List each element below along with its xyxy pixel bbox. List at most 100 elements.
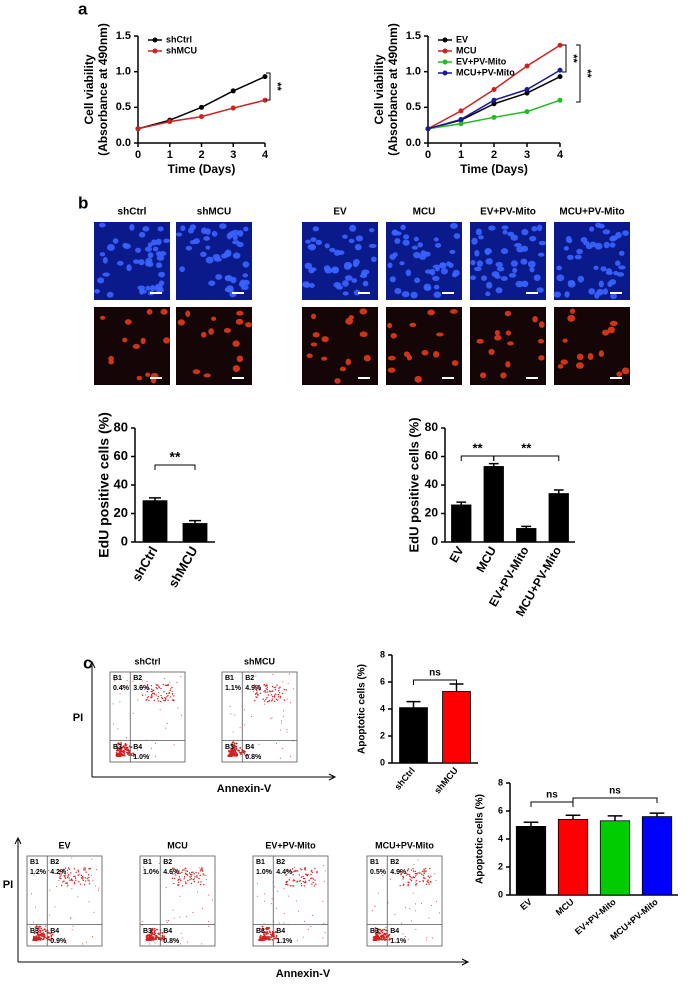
event: [179, 916, 181, 918]
event: [274, 694, 276, 696]
event: [178, 884, 180, 886]
event: [86, 877, 89, 879]
nucleus: [304, 262, 312, 270]
event: [263, 939, 266, 941]
event: [32, 936, 35, 938]
event: [58, 873, 61, 875]
event: [177, 878, 180, 881]
quadrant-value: 1.0%: [256, 869, 273, 876]
event: [198, 877, 200, 880]
event: [381, 938, 384, 941]
event: [180, 880, 182, 882]
event: [212, 899, 214, 901]
event: [413, 876, 416, 879]
y-tick-label: 60: [114, 448, 128, 463]
nucleus: [616, 371, 623, 377]
event: [310, 873, 312, 876]
event: [119, 747, 122, 749]
event: [289, 885, 292, 887]
event: [235, 742, 238, 745]
event: [184, 867, 186, 870]
nucleus: [146, 261, 154, 268]
nucleus: [387, 355, 396, 361]
nucleus: [557, 364, 564, 369]
event: [316, 871, 318, 874]
event: [122, 684, 124, 686]
event: [88, 883, 91, 885]
significance-label: **: [567, 54, 579, 63]
nucleus: [567, 254, 574, 260]
y-tick-label: 8: [380, 649, 385, 659]
event: [157, 696, 159, 698]
event: [402, 878, 404, 880]
event: [374, 932, 377, 935]
event: [253, 684, 256, 686]
event: [169, 689, 171, 692]
event: [310, 870, 312, 872]
event: [183, 875, 185, 877]
event: [424, 867, 427, 870]
nucleus: [496, 266, 505, 272]
nucleus: [232, 252, 241, 259]
nucleus: [553, 291, 562, 298]
nucleus: [605, 270, 614, 275]
event: [304, 867, 307, 869]
nucleus: [500, 248, 509, 255]
event: [171, 693, 174, 695]
nucleus: [387, 367, 396, 373]
event: [266, 686, 269, 688]
x-tick-label: 4: [557, 149, 564, 161]
event: [194, 876, 196, 878]
quadrant-value: 1.2%: [30, 869, 47, 876]
event: [79, 873, 81, 875]
event: [260, 929, 263, 932]
event: [411, 877, 413, 879]
event: [199, 867, 201, 869]
event: [302, 877, 305, 880]
nucleus: [305, 239, 311, 244]
event: [299, 868, 302, 870]
event: [52, 938, 55, 941]
event: [385, 927, 387, 929]
event: [292, 879, 295, 881]
event: [150, 747, 152, 749]
nucleus: [565, 235, 572, 243]
event: [399, 870, 402, 873]
nucleus: [106, 243, 115, 251]
event: [276, 931, 279, 934]
nucleus: [236, 310, 244, 316]
event: [38, 934, 41, 937]
nucleus: [564, 291, 570, 298]
legend-label: shCtrl: [166, 34, 192, 44]
event: [74, 877, 77, 879]
nucleus: [531, 225, 538, 232]
event: [39, 925, 42, 928]
nucleus: [345, 263, 353, 268]
event: [229, 675, 231, 677]
quadrant-value: 1.0%: [143, 869, 160, 876]
event: [63, 874, 65, 877]
event: [155, 683, 157, 685]
event: [266, 688, 269, 691]
event: [304, 868, 306, 870]
event: [166, 940, 168, 942]
event: [388, 933, 391, 936]
event: [290, 702, 292, 704]
event: [31, 893, 33, 895]
event: [88, 868, 90, 870]
event: [178, 881, 180, 884]
y-tick-label: 6: [380, 676, 385, 686]
nucleus: [433, 351, 440, 358]
legend-marker: [442, 48, 448, 54]
nucleus: [189, 224, 197, 230]
event: [126, 679, 128, 681]
y-axis-label: Apoptotic cells (%): [357, 664, 368, 754]
event: [410, 879, 413, 882]
nucleus: [529, 266, 535, 273]
nucleus: [344, 275, 353, 281]
event: [264, 700, 266, 702]
point: [491, 114, 497, 120]
nucleus: [577, 275, 585, 283]
event: [115, 749, 118, 752]
event: [238, 749, 240, 752]
